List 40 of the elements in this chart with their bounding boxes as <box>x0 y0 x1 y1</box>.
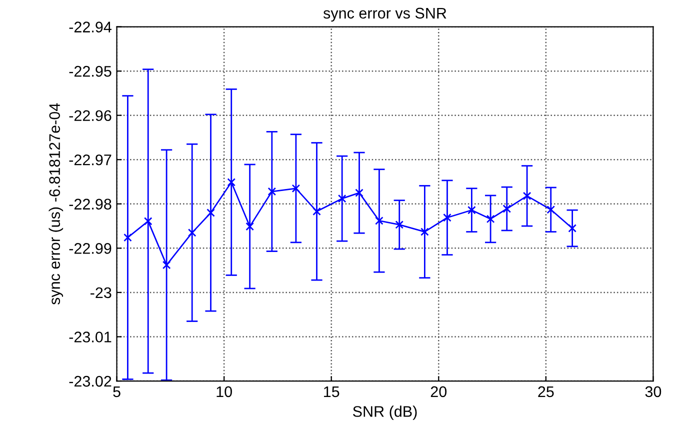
point <box>468 206 476 214</box>
y-axis-title: sync error (us) -6.818127e-04 <box>48 103 64 305</box>
point <box>124 233 132 242</box>
y-tick-label: -22.99 <box>69 243 112 254</box>
point <box>420 228 429 236</box>
y-tick-label: -22.95 <box>69 66 112 77</box>
x-tick-label: 25 <box>538 386 554 398</box>
point <box>162 260 171 270</box>
x-tick-label: 20 <box>430 386 447 398</box>
y-tick-label: -22.96 <box>69 110 112 122</box>
point <box>268 187 276 196</box>
x-tick-label: 30 <box>645 386 662 398</box>
point <box>227 178 236 186</box>
y-tick-label: -22.97 <box>69 154 112 166</box>
point <box>206 208 215 217</box>
x-axis-title: SNR (dB) <box>353 406 417 420</box>
point <box>188 228 196 237</box>
point <box>338 194 346 203</box>
y-tick-label: -23.01 <box>69 332 112 342</box>
x-tick-label: 10 <box>216 386 232 398</box>
y-tick-label: -23.02 <box>69 376 112 387</box>
y-tick-label: -23 <box>90 287 112 298</box>
point <box>443 213 452 222</box>
point <box>546 205 556 214</box>
x-tick-label: 5 <box>113 386 120 398</box>
point <box>486 214 495 224</box>
chart-title: sync error vs SNR <box>323 8 446 22</box>
y-tick-label: -22.98 <box>69 198 112 210</box>
y-tick-label: -22.94 <box>69 22 112 32</box>
point <box>502 204 512 213</box>
point <box>522 192 532 200</box>
point <box>312 207 321 216</box>
point <box>355 188 364 197</box>
point <box>395 220 404 229</box>
point <box>144 217 152 226</box>
point <box>375 216 384 225</box>
x-tick-label: 15 <box>324 386 340 398</box>
point <box>568 224 576 232</box>
point <box>292 184 300 193</box>
point <box>246 222 254 231</box>
